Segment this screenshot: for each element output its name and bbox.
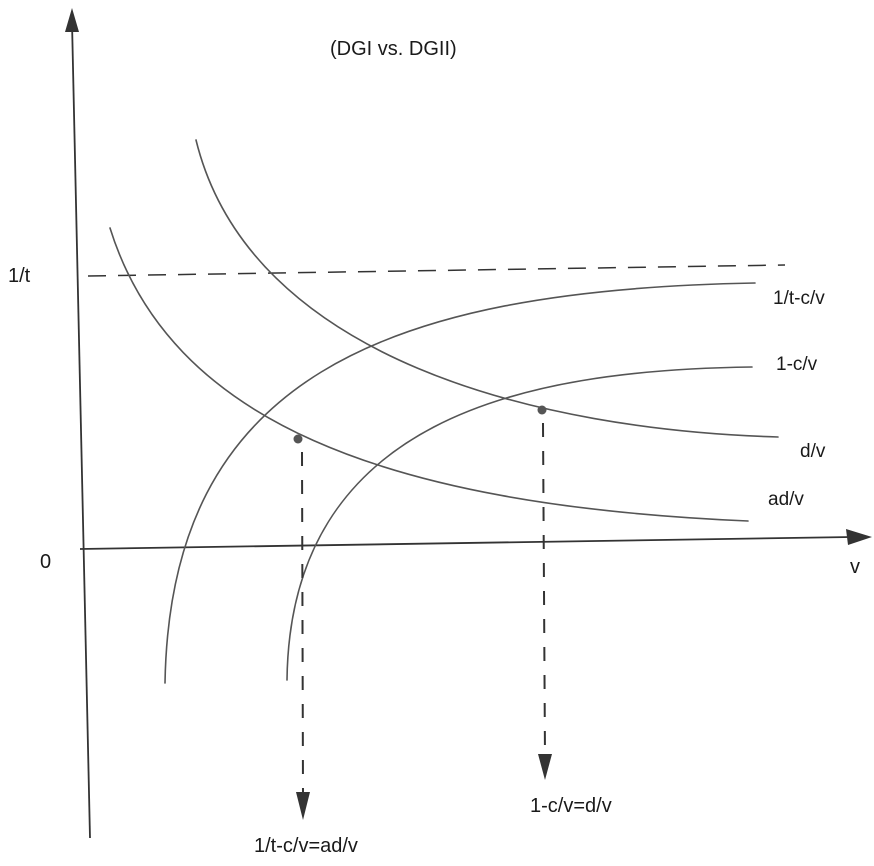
x-axis [79,536,853,550]
x-axis-arrowhead [846,529,872,545]
y-axis [71,21,91,839]
label-one-over-t-minus-c-over-v: 1/t-c/v [773,288,825,309]
x-axis-label: v [850,556,860,578]
curve-ad-over-v [109,227,749,522]
drop-line-left [301,451,304,796]
label-one-minus-c-over-v: 1-c/v [776,354,818,375]
intersection-point-right [537,405,547,415]
intersection-point-left [293,434,303,444]
curve-d-over-v [195,139,779,438]
y-tick-label-1-over-t: 1/t [8,265,31,287]
drop-arrow-left [296,792,310,820]
label-ad-over-v: ad/v [768,489,804,510]
y-axis-arrowhead [65,8,79,32]
drop-line-right [542,422,546,759]
diagram-title: (DGI vs. DGII) [330,38,457,60]
drop-arrow-right [538,754,552,780]
curve-one-over-t-minus-c-over-v [164,282,756,684]
label-intersection-right: 1-c/v=d/v [530,795,612,817]
origin-label: 0 [40,551,51,573]
one-over-t-dashed-line [87,264,786,277]
curve-one-minus-c-over-v [286,366,753,681]
label-d-over-v: d/v [800,441,826,462]
label-intersection-left: 1/t-c/v=ad/v [254,835,358,857]
